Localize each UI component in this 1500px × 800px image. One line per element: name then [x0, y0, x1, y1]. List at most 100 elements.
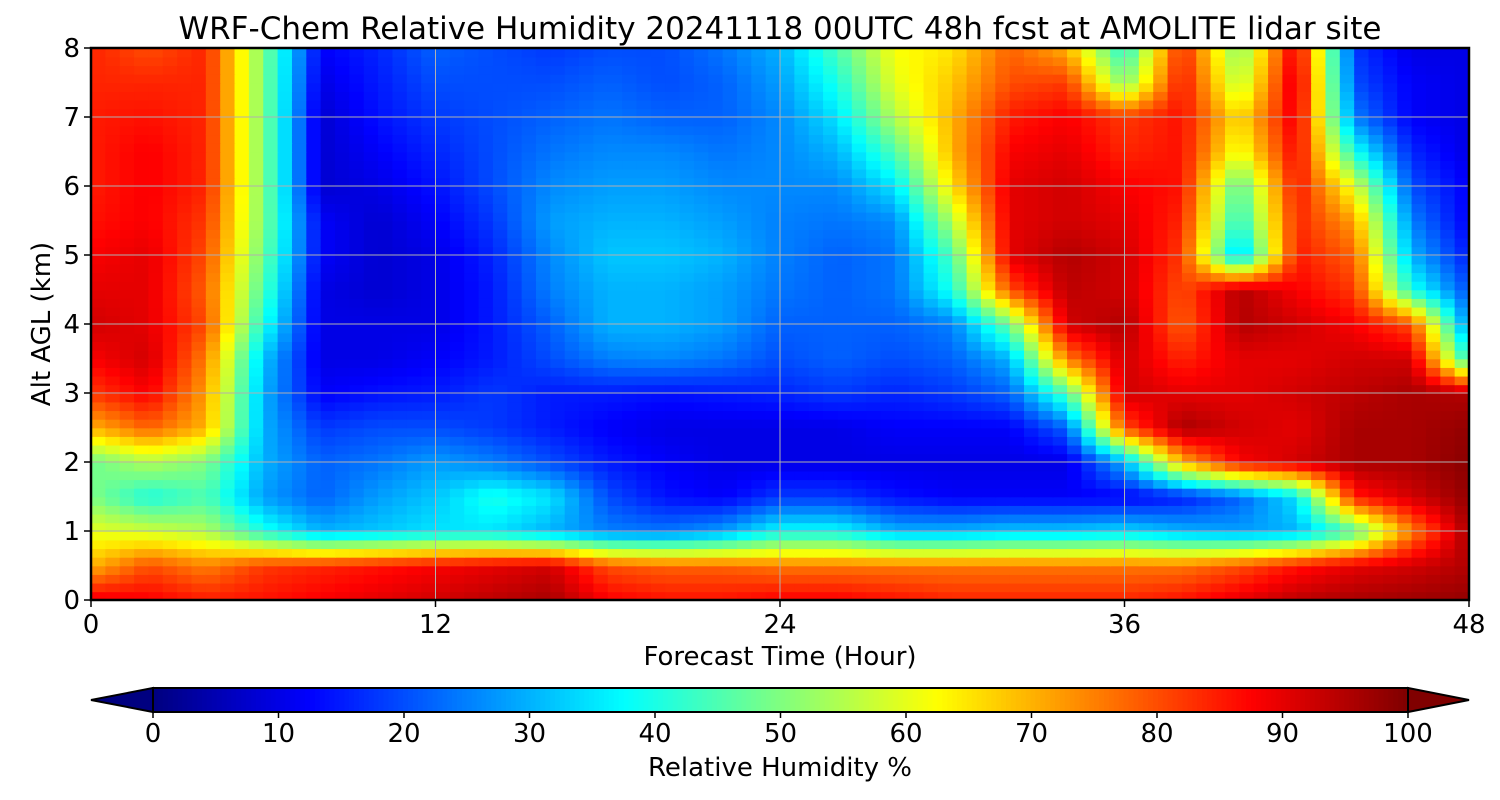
heatmap-cell: [650, 272, 666, 282]
heatmap-cell: [1382, 349, 1399, 360]
heatmap-cell: [1296, 220, 1312, 230]
heatmap-cell: [607, 393, 623, 403]
heatmap-cell: [1024, 341, 1040, 351]
heatmap-cell: [736, 393, 753, 403]
heatmap-cell: [1339, 367, 1355, 377]
heatmap-cell: [220, 384, 236, 394]
heatmap-cell: [1239, 513, 1255, 524]
heatmap-cell: [320, 246, 336, 256]
heatmap-cell: [1110, 160, 1126, 170]
heatmap-cell: [823, 453, 839, 463]
heatmap-cell: [1268, 522, 1284, 532]
heatmap-cell: [665, 453, 681, 463]
heatmap-cell: [1196, 496, 1212, 506]
heatmap-cell: [177, 565, 193, 575]
heatmap-cell: [708, 513, 724, 524]
heatmap-cell: [1311, 367, 1327, 377]
heatmap-cell: [1138, 531, 1154, 541]
heatmap-cell: [636, 539, 652, 550]
heatmap-cell: [980, 168, 997, 179]
heatmap-cell: [1339, 591, 1355, 600]
heatmap-cell: [564, 358, 580, 368]
heatmap-cell: [306, 211, 322, 222]
heatmap-cell: [421, 479, 437, 489]
heatmap-cell: [162, 341, 178, 351]
heatmap-cell: [1081, 237, 1097, 248]
heatmap-cell: [1210, 410, 1226, 420]
heatmap-cell: [162, 280, 178, 291]
heatmap-cell: [507, 324, 523, 334]
heatmap-cell: [823, 479, 839, 489]
heatmap-cell: [1081, 418, 1097, 429]
heatmap-cell: [1009, 522, 1025, 532]
heatmap-cell: [1325, 375, 1341, 386]
heatmap-cell: [1009, 470, 1025, 481]
heatmap-cell: [579, 220, 595, 230]
heatmap-cell: [335, 332, 351, 343]
heatmap-cell: [464, 341, 480, 351]
heatmap-cell: [665, 496, 681, 506]
heatmap-cell: [177, 280, 193, 291]
heatmap-cell: [1181, 462, 1198, 472]
heatmap-cell: [808, 531, 824, 541]
heatmap-cell: [421, 384, 437, 394]
heatmap-cell: [363, 427, 379, 437]
heatmap-cell: [751, 453, 767, 463]
heatmap-cell: [1224, 505, 1241, 515]
heatmap-cell: [320, 341, 336, 351]
heatmap-cell: [177, 375, 193, 386]
heatmap-cell: [119, 556, 135, 567]
heatmap-cell: [177, 418, 193, 429]
heatmap-cell: [980, 263, 997, 274]
heatmap-cell: [1253, 341, 1269, 351]
heatmap-cell: [320, 401, 336, 412]
heatmap-cell: [191, 393, 207, 403]
heatmap-cell: [1311, 298, 1327, 308]
heatmap-cell: [406, 194, 422, 205]
heatmap-cell: [823, 565, 839, 575]
heatmap-cell: [464, 211, 480, 222]
heatmap-cell: [220, 436, 236, 446]
heatmap-cell: [1153, 367, 1169, 377]
heatmap-cell: [1268, 393, 1284, 403]
heatmap-cell: [1138, 513, 1154, 524]
heatmap-cell: [952, 160, 968, 170]
heatmap-cell: [880, 298, 896, 308]
heatmap-cell: [335, 401, 351, 412]
heatmap-cell: [866, 186, 882, 196]
heatmap-cell: [492, 410, 509, 420]
heatmap-cell: [564, 470, 580, 481]
heatmap-cell: [1397, 151, 1413, 161]
heatmap-cell: [1397, 513, 1413, 524]
heatmap-cell: [1038, 306, 1054, 317]
heatmap-cell: [1425, 462, 1442, 472]
heatmap-cell: [291, 505, 308, 515]
heatmap-cell: [1153, 531, 1169, 541]
heatmap-cell: [1024, 410, 1040, 420]
heatmap-cell: [320, 203, 336, 213]
heatmap-cell: [1440, 367, 1456, 377]
heatmap-cell: [1095, 401, 1111, 412]
heatmap-cell: [607, 177, 623, 187]
heatmap-cell: [693, 220, 710, 230]
heatmap-cell: [751, 487, 767, 498]
heatmap-cell: [607, 324, 623, 334]
heatmap-cell: [1153, 384, 1169, 394]
heatmap-cell: [923, 315, 939, 325]
heatmap-cell: [966, 324, 982, 334]
heatmap-cell: [593, 341, 609, 351]
heatmap-cell: [923, 582, 939, 593]
heatmap-cell: [1167, 384, 1183, 394]
heatmap-cell: [205, 479, 221, 489]
heatmap-cell: [134, 591, 150, 600]
heatmap-cell: [234, 522, 250, 532]
heatmap-cell: [693, 237, 710, 248]
heatmap-cell: [1110, 436, 1126, 446]
heatmap-cell: [248, 462, 265, 472]
heatmap-cell: [1124, 160, 1140, 170]
heatmap-cell: [1239, 280, 1255, 291]
heatmap-cell: [449, 548, 465, 558]
heatmap-cell: [1138, 410, 1154, 420]
heatmap-cell: [277, 565, 293, 575]
heatmap-cell: [91, 393, 107, 403]
